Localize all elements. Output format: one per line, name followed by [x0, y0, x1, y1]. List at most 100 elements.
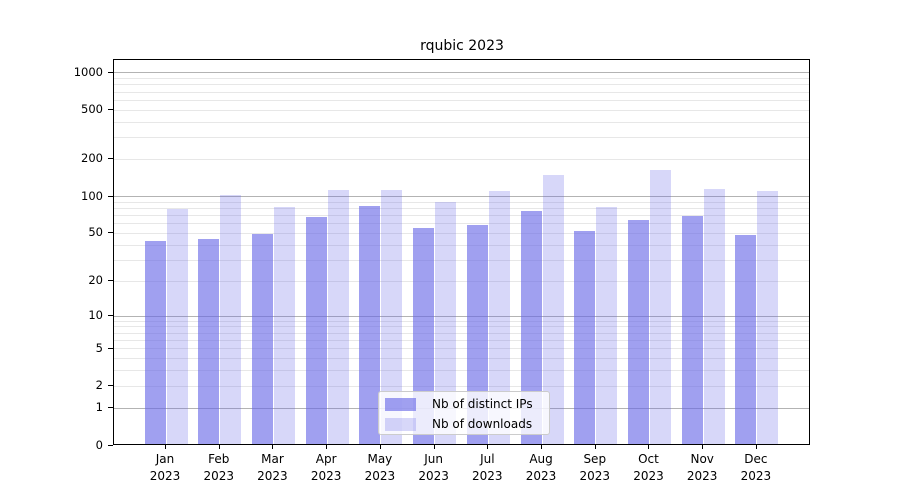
x-tick-year: 2023 — [740, 468, 772, 483]
gridline-minor — [114, 223, 809, 225]
x-tick-label: Mar 2023 — [240, 451, 304, 484]
x-tick-month: May — [367, 452, 393, 466]
x-tick-label: Jul 2023 — [455, 451, 519, 484]
y-tick-label: 1 — [95, 400, 103, 415]
bar-distinct-ips — [627, 220, 649, 444]
y-tick-mark — [108, 407, 113, 409]
y-tick-mark — [108, 347, 113, 349]
y-tick-mark — [108, 232, 113, 234]
legend-item-downloads: Nb of downloads — [385, 418, 545, 431]
y-tick-label: 0 — [95, 437, 103, 452]
x-tick-mark — [702, 445, 704, 449]
gridline-minor — [114, 348, 809, 350]
plot-area — [113, 59, 810, 445]
x-tick-label: Apr 2023 — [294, 451, 358, 484]
x-tick-year: 2023 — [149, 468, 181, 483]
y-tick-label: 500 — [81, 102, 103, 117]
gridline-minor — [114, 244, 809, 246]
bar-distinct-ips — [198, 238, 220, 444]
y-tick-mark — [108, 315, 113, 317]
legend-label-distinct-ips: Nb of distinct IPs — [432, 397, 533, 411]
y-tick-mark — [108, 195, 113, 197]
y-tick-mark — [108, 280, 113, 282]
gridline-minor — [114, 91, 809, 93]
x-tick-mark — [326, 445, 328, 449]
gridline-major — [114, 72, 809, 74]
gridline-minor — [114, 320, 809, 322]
x-tick-label: Dec 2023 — [724, 451, 788, 484]
x-tick-mark — [165, 445, 166, 449]
legend-label-downloads: Nb of downloads — [432, 417, 533, 431]
bar-downloads — [220, 194, 242, 444]
x-tick-year: 2023 — [418, 468, 449, 483]
y-tick-mark — [108, 158, 113, 160]
x-tick-label: Jan 2023 — [133, 451, 197, 484]
x-tick-label: Nov 2023 — [670, 451, 734, 484]
x-tick-label: Oct 2023 — [616, 451, 680, 484]
bar-downloads — [703, 188, 725, 444]
gridline-minor — [114, 385, 809, 387]
bar-distinct-ips — [144, 241, 166, 444]
x-tick-mark — [755, 445, 757, 449]
gridline-minor — [114, 370, 809, 372]
x-tick-label: May 2023 — [348, 451, 412, 484]
bar-downloads — [649, 169, 671, 444]
gridline-minor — [114, 280, 809, 282]
x-tick-month: Mar — [261, 452, 284, 466]
y-tick-label: 5 — [95, 340, 103, 355]
x-tick-mark — [433, 445, 435, 449]
bar-downloads — [327, 189, 349, 444]
x-tick-year: 2023 — [203, 468, 234, 483]
x-tick-label: Jun 2023 — [402, 451, 466, 484]
x-tick-year: 2023 — [310, 468, 342, 483]
x-tick-year: 2023 — [472, 468, 503, 483]
gridline-minor — [114, 340, 809, 342]
gridline-minor — [114, 137, 809, 139]
x-tick-mark — [594, 445, 596, 449]
legend-item-distinct-ips: Nb of distinct IPs — [385, 398, 545, 411]
y-tick-mark — [108, 385, 113, 387]
y-tick-mark — [108, 109, 113, 111]
x-tick-year: 2023 — [579, 468, 611, 483]
bar-distinct-ips — [681, 215, 703, 444]
gridline-minor — [114, 207, 809, 209]
x-tick-mark — [541, 445, 543, 449]
x-tick-mark — [218, 445, 220, 449]
legend-swatch-downloads — [385, 418, 416, 431]
x-tick-month: Jan — [155, 452, 175, 466]
x-tick-year: 2023 — [525, 468, 557, 483]
bar-downloads — [273, 206, 295, 444]
x-tick-month: Jul — [480, 452, 495, 466]
y-tick-label: 200 — [81, 151, 103, 166]
legend-swatch-distinct-ips — [385, 398, 416, 411]
x-tick-month: Jun — [424, 452, 443, 466]
bar-downloads — [596, 206, 618, 444]
x-tick-label: Feb 2023 — [187, 451, 251, 484]
x-tick-month: Nov — [690, 452, 714, 466]
bar-downloads — [757, 190, 779, 444]
bar-distinct-ips — [305, 217, 327, 444]
gridline-minor — [114, 232, 809, 234]
x-tick-mark — [487, 445, 489, 449]
y-tick-label: 2 — [95, 378, 103, 393]
bar-distinct-ips — [251, 234, 273, 444]
gridline-minor — [114, 201, 809, 203]
y-tick-label: 1000 — [73, 64, 103, 79]
gridline-major — [114, 196, 809, 198]
x-tick-year: 2023 — [257, 468, 288, 483]
x-tick-year: 2023 — [633, 468, 664, 483]
gridline-minor — [114, 109, 809, 111]
gridline-minor — [114, 332, 809, 334]
gridline-minor — [114, 215, 809, 217]
y-tick-mark — [108, 71, 113, 73]
x-tick-label: Aug 2023 — [509, 451, 573, 484]
x-tick-month: Aug — [529, 452, 553, 466]
gridline-minor — [114, 358, 809, 360]
x-tick-month: Oct — [638, 452, 659, 466]
x-tick-year: 2023 — [686, 468, 718, 483]
x-tick-mark — [272, 445, 274, 449]
bar-downloads — [542, 175, 564, 444]
x-tick-label: Sep 2023 — [563, 451, 627, 484]
x-tick-mark — [379, 445, 381, 449]
gridline-minor — [114, 77, 809, 79]
